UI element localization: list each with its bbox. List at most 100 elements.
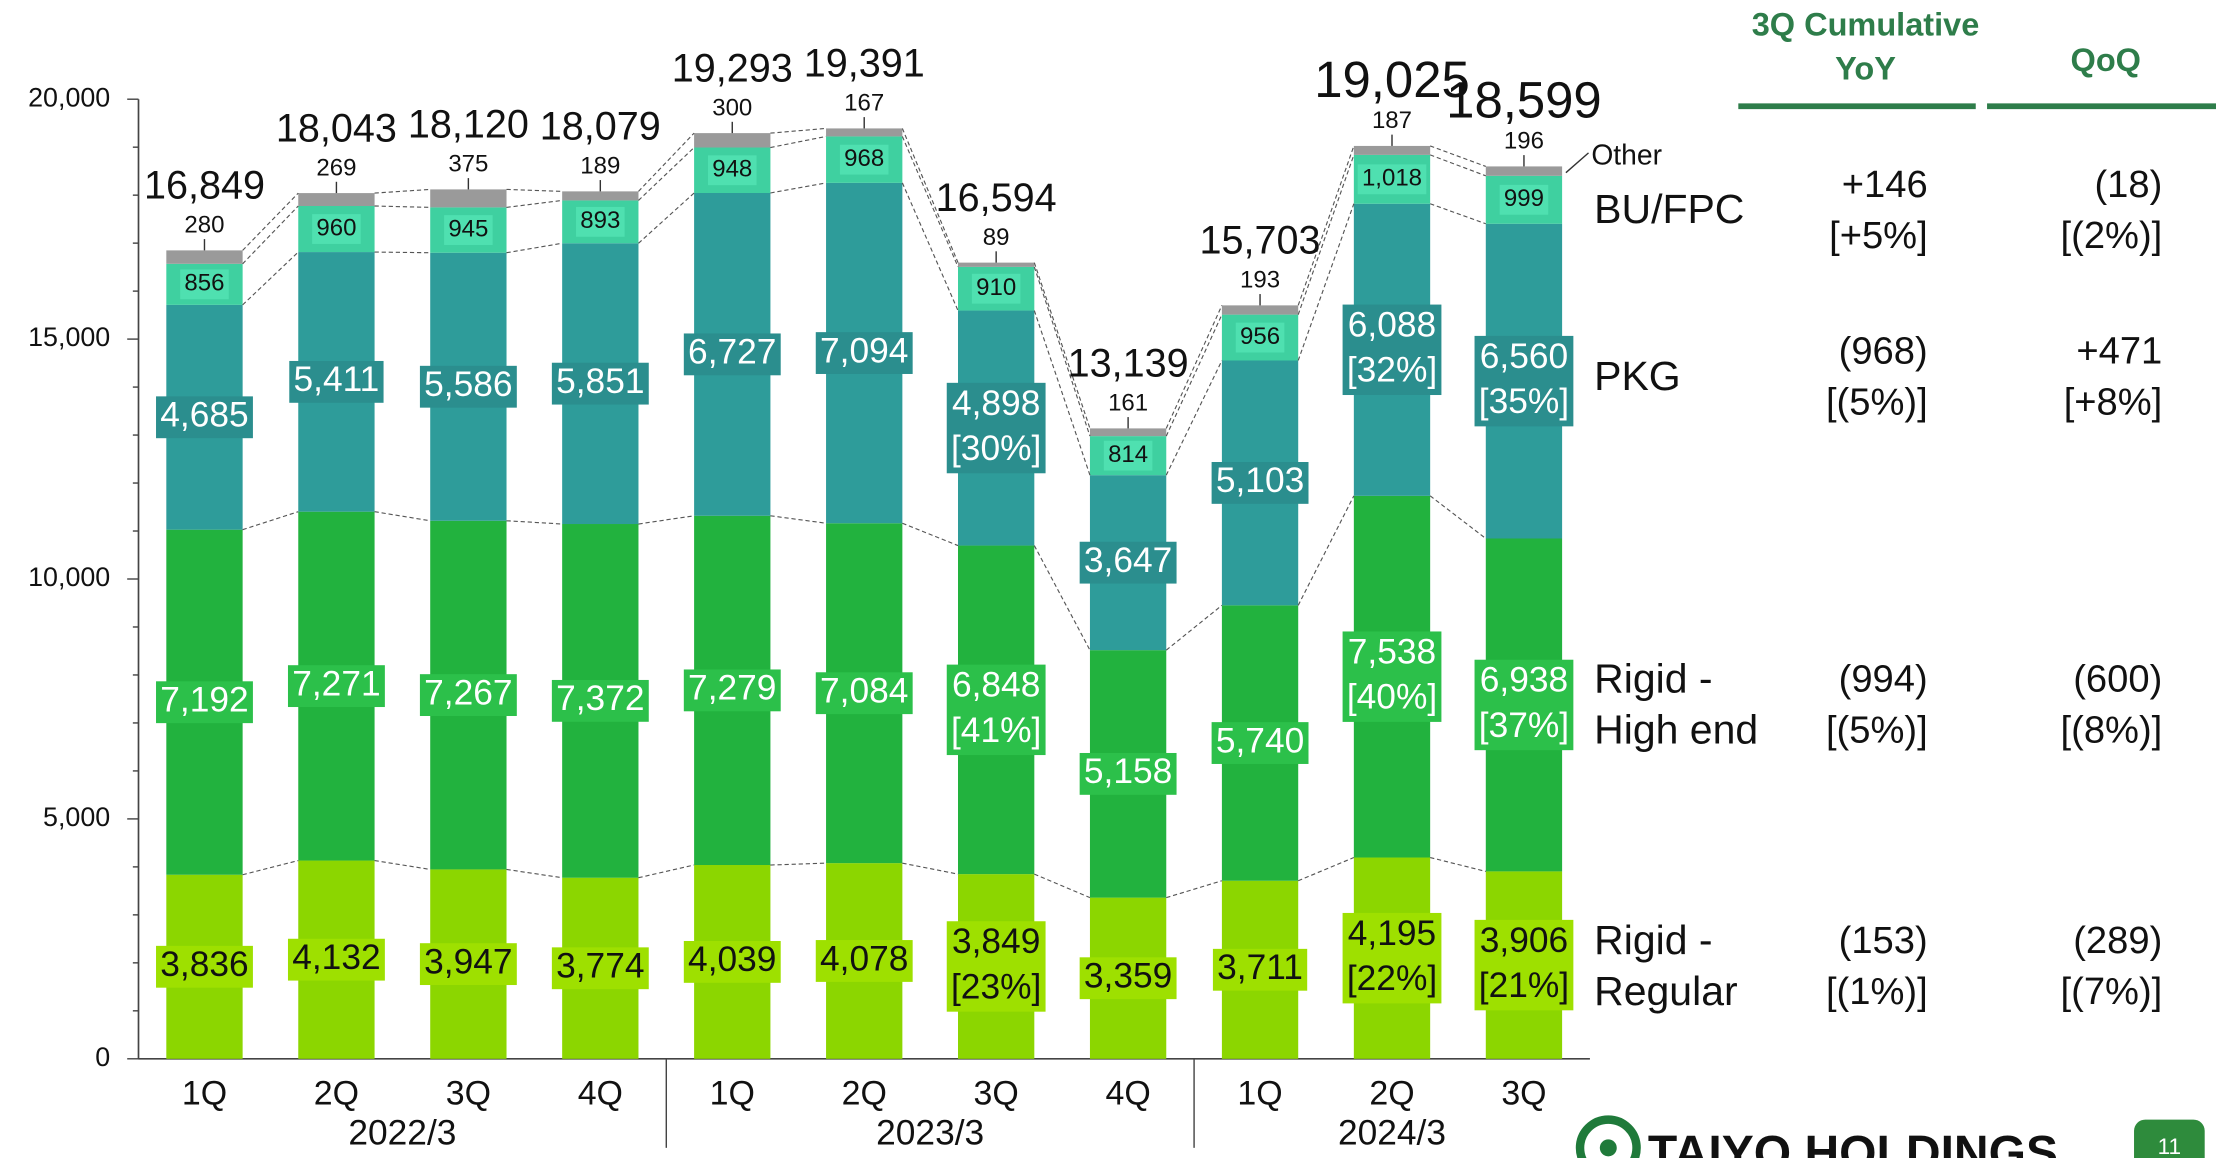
total-label: 15,703 (1200, 219, 1321, 263)
page-badge (2134, 1119, 2205, 1158)
value-label: 3,647 (1084, 541, 1172, 580)
y-tick-label: 20,000 (28, 82, 110, 112)
connector (242, 511, 299, 531)
connector (374, 205, 431, 208)
label-box (419, 365, 517, 408)
data-label: 4,195 [22%] (1342, 912, 1442, 1004)
value-label: 6,088 (1348, 306, 1436, 345)
data-label: 948 (707, 155, 757, 186)
total-label: 19,391 (804, 42, 925, 86)
data-label: 3,836 (156, 945, 253, 988)
data-label: 3,906 [21%] (1474, 919, 1574, 1011)
value-label: 7,538 (1348, 632, 1436, 671)
comparison-value: [(5%)] (1826, 708, 1928, 751)
connector (638, 147, 695, 201)
connector (506, 520, 563, 525)
connector (506, 199, 563, 208)
value-label: 3,836 (160, 945, 248, 984)
comparison-value: (968) (1839, 330, 1928, 373)
total-label: 19,293 (672, 46, 793, 90)
label-box (707, 155, 757, 186)
label-box (312, 214, 361, 244)
connector (1165, 314, 1223, 437)
connector (242, 251, 299, 306)
value-label: 3,947 (424, 942, 512, 981)
value-label: 893 (580, 207, 620, 234)
value-label: 6,848 (952, 666, 1040, 705)
share-label: [35%] (1479, 382, 1569, 421)
value-label: 3,711 (1217, 948, 1303, 987)
value-label: 7,094 (820, 331, 908, 370)
connector (374, 188, 431, 194)
share-label: [32%] (1347, 351, 1437, 390)
connector (901, 128, 959, 263)
comparison-value: (18) (2094, 163, 2162, 206)
total-label: 16,849 (144, 164, 265, 208)
comparison-value: [(5%)] (1826, 381, 1928, 424)
data-label: 7,084 (815, 672, 913, 715)
label-box (156, 396, 253, 439)
bar-segment (694, 133, 771, 148)
data-label: 5,103 (1211, 461, 1309, 504)
connector (1165, 360, 1223, 476)
group-label: 2024/3 (1338, 1113, 1446, 1152)
value-label: 960 (316, 214, 356, 241)
value-label: 4,039 (688, 940, 776, 979)
connector (242, 192, 299, 251)
label-box (1235, 322, 1285, 353)
label-box (419, 943, 517, 986)
legend-line: Rigid - (1594, 917, 1712, 963)
label-box (683, 333, 781, 376)
value-label: 910 (976, 274, 1016, 301)
data-label: 3,947 (419, 942, 517, 986)
value-label: 3,774 (556, 947, 644, 986)
data-label: 960 (312, 214, 361, 244)
connector (374, 511, 431, 522)
data-label: 5,586 (419, 365, 517, 408)
x-tick-label: 4Q (578, 1075, 623, 1113)
share-label: [40%] (1347, 678, 1437, 717)
legend-line: High end (1594, 706, 1758, 752)
bar-segment (1089, 428, 1167, 437)
label-box (1342, 631, 1442, 722)
label-box (551, 679, 649, 722)
data-label: 956 (1235, 322, 1285, 353)
data-label: 814 (1103, 440, 1153, 471)
comparison-header: 3Q Cumulative (1752, 7, 1980, 43)
value-label: 4,078 (820, 939, 908, 978)
value-label: 814 (1108, 441, 1148, 468)
value-label: 7,372 (556, 679, 644, 718)
value-label: 948 (712, 156, 752, 183)
connector (374, 859, 431, 870)
data-label: 6,938 [37%] (1474, 659, 1574, 751)
group-label: 2022/3 (348, 1113, 456, 1152)
connector (1165, 604, 1223, 651)
connector (901, 136, 959, 268)
data-label: 856 (180, 269, 229, 300)
data-label: 893 (576, 206, 625, 237)
data-label: 4,898 [30%] (946, 382, 1046, 474)
bar-segment (430, 189, 507, 208)
data-label: 3,647 (1079, 541, 1177, 584)
total-label: 18,043 (276, 106, 397, 150)
label-box (1079, 957, 1177, 1000)
x-tick-label: 2Q (842, 1075, 887, 1113)
label-box (1342, 304, 1442, 396)
label-box (1211, 462, 1309, 504)
label-box (1211, 722, 1309, 764)
data-label: 5,851 (551, 362, 649, 405)
label-box (946, 382, 1046, 474)
label-box (180, 269, 229, 300)
connector (1429, 495, 1487, 539)
connector (242, 205, 299, 265)
legend-label: Rigid - Regular (1594, 917, 1737, 1014)
comparison-value: +471 (2076, 330, 2162, 373)
label-box (839, 144, 889, 175)
label-box (815, 332, 913, 374)
value-label: 7,271 (292, 664, 380, 703)
value-label: 5,851 (556, 362, 644, 401)
connector (506, 188, 563, 192)
value-label: 187 (1372, 107, 1412, 134)
label-box (576, 206, 625, 237)
comparison-value: [(7%)] (2061, 970, 2163, 1013)
